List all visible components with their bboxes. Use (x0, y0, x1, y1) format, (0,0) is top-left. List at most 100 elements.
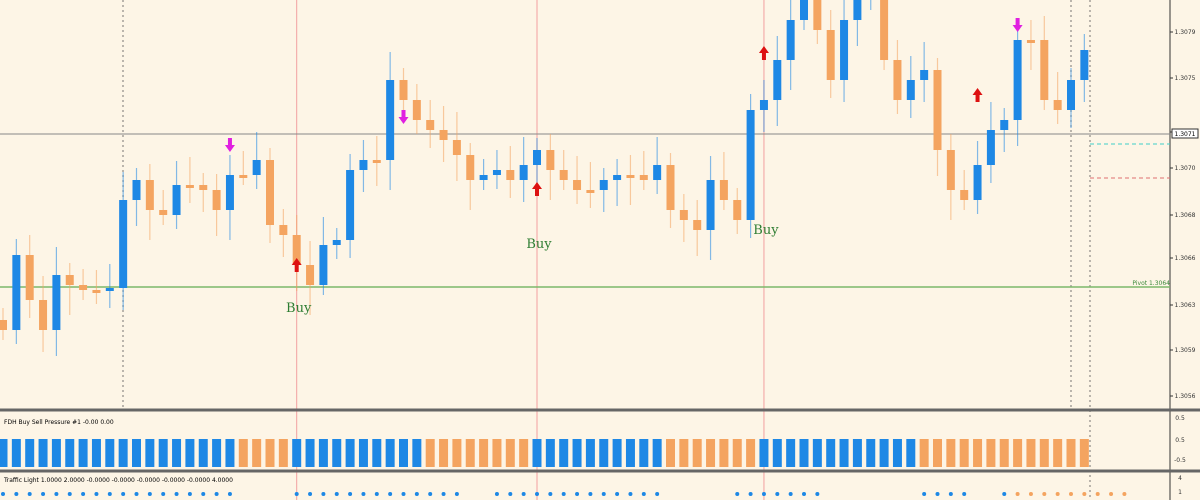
pressure-bar (505, 439, 515, 467)
traffic-dot (1002, 492, 1007, 496)
indicator2-tick: 1 (1178, 489, 1182, 496)
traffic-dot (374, 492, 379, 496)
buy-signal-label: Buy (526, 237, 552, 252)
candle-body (706, 180, 715, 230)
y-tick-label: 1.3063 (1175, 302, 1196, 309)
pressure-bar (65, 439, 75, 467)
candle-body (840, 20, 849, 80)
pressure-bar (105, 439, 115, 467)
traffic-dot (187, 492, 192, 496)
candle-body (786, 20, 795, 60)
y-tick-label: 1.3075 (1175, 75, 1196, 82)
candle-body (1013, 40, 1022, 120)
pressure-bar (812, 439, 822, 467)
traffic-dot (321, 492, 326, 496)
candle-body (880, 0, 889, 60)
pressure-bar (1066, 439, 1076, 467)
pressure-bar (545, 439, 555, 467)
traffic-dot (41, 492, 46, 496)
traffic-dot (588, 492, 593, 496)
pressure-bar (198, 439, 208, 467)
pressure-bar (585, 439, 595, 467)
y-tick-label: 1.3066 (1175, 255, 1196, 262)
candle-body (426, 120, 435, 130)
indicator2-panel: 41 (1, 475, 1182, 496)
pressure-bar (532, 439, 542, 467)
traffic-dot (401, 492, 406, 496)
traffic-dot (761, 492, 766, 496)
pressure-bar (185, 439, 195, 467)
candle-body (533, 150, 541, 165)
signals: Buy Buy Buy (224, 18, 1023, 316)
pressure-bar (305, 439, 315, 467)
pressure-bar (599, 439, 609, 467)
candle-body (65, 275, 74, 285)
candle-body (346, 170, 355, 240)
candle-body (599, 180, 608, 190)
candle-body (559, 170, 568, 180)
traffic-dot (348, 492, 353, 496)
pivot-label: Pivot 1.3064 (1132, 280, 1170, 287)
candle-body (12, 255, 21, 330)
y-tick-label: 1.3056 (1175, 393, 1196, 400)
traffic-dot (454, 492, 459, 496)
candle-body (185, 185, 194, 188)
pressure-bar (399, 439, 408, 467)
traffic-dot (748, 492, 753, 496)
indicator1-tick: 0.5 (1175, 415, 1185, 422)
buy-arrow-icon (291, 258, 302, 272)
pressure-bar (906, 439, 916, 467)
y-tick-label: 1.3079 (1175, 29, 1196, 36)
traffic-dot (788, 492, 793, 496)
candle-body (586, 190, 595, 193)
pressure-bar (0, 439, 8, 467)
pressure-bar (332, 439, 342, 467)
candle-body (733, 200, 742, 220)
traffic-dot (334, 492, 339, 496)
pressure-bar (158, 439, 168, 467)
pressure-bar (358, 439, 368, 467)
candle-body (1067, 80, 1075, 110)
traffic-dot (1042, 492, 1047, 496)
pressure-bar (412, 439, 422, 467)
pressure-bar (91, 439, 101, 467)
candle-body (0, 320, 7, 330)
traffic-dot (161, 492, 166, 496)
traffic-dot (1082, 492, 1087, 496)
traffic-dot (414, 492, 419, 496)
candle-body (519, 165, 528, 180)
candle-body (679, 210, 688, 220)
sell-arrow-icon (398, 110, 409, 124)
traffic-dot (1109, 492, 1114, 496)
traffic-dot (802, 492, 806, 496)
candle-body (626, 175, 635, 178)
y-tick-label: 1.3070 (1175, 165, 1196, 172)
pressure-bar (278, 439, 288, 467)
pressure-bar (1053, 439, 1063, 467)
pressure-bar (25, 439, 35, 467)
traffic-dot (1, 492, 5, 496)
candle-body (639, 175, 648, 180)
pressure-bar (265, 439, 275, 467)
pressure-bar (559, 439, 569, 467)
traffic-dot (1028, 492, 1033, 496)
candle-body (212, 190, 221, 210)
candle-body (693, 220, 702, 230)
candle-body (653, 165, 662, 180)
traffic-dot (174, 492, 179, 496)
y-tick-label: 1.3068 (1175, 212, 1196, 219)
traffic-dot (294, 492, 299, 496)
candle-body (172, 185, 181, 215)
candles (0, 0, 1089, 356)
sell-arrow-icon (1012, 18, 1023, 32)
buy-arrow-icon (532, 182, 542, 196)
pressure-bar (612, 439, 622, 467)
candle-body (199, 185, 208, 190)
candle-body (225, 175, 234, 210)
candle-body (479, 175, 488, 180)
candle-body (239, 175, 248, 178)
traffic-dot (1122, 492, 1127, 496)
candle-body (813, 0, 822, 30)
pressure-bar (919, 439, 929, 467)
